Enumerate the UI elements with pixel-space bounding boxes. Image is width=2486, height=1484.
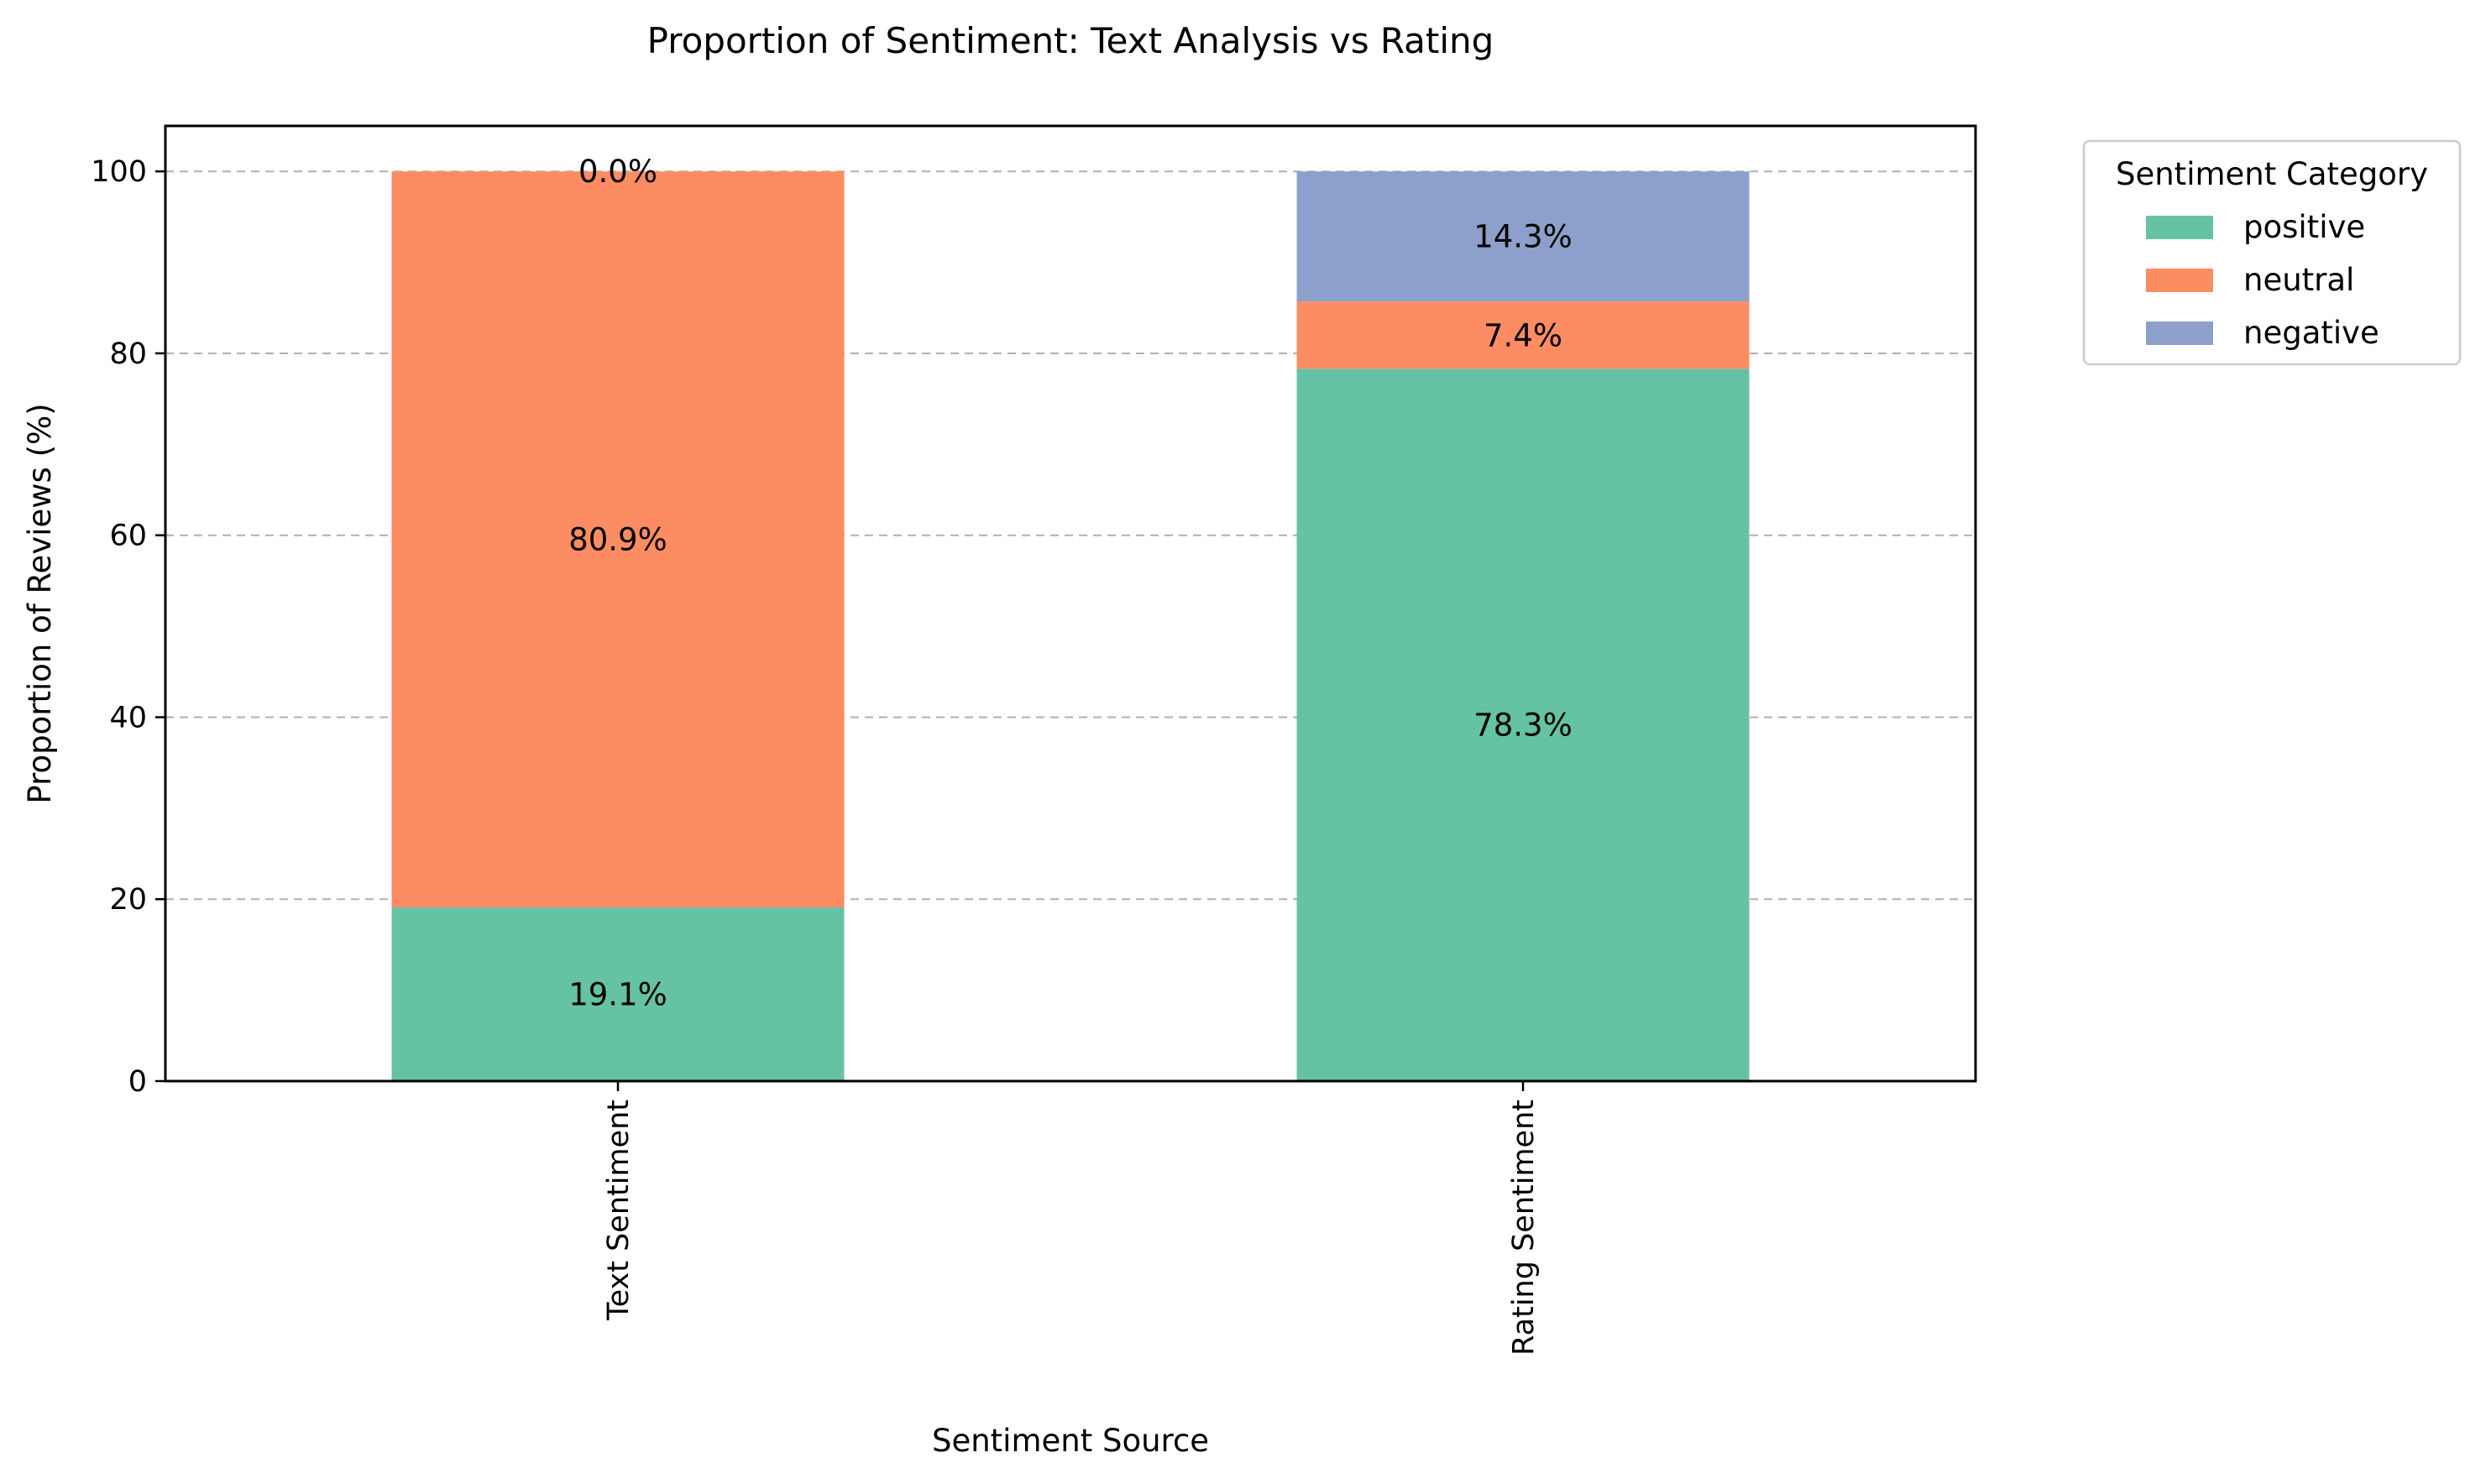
legend-swatch-neutral bbox=[2146, 269, 2213, 292]
legend-title: Sentiment Category bbox=[2116, 156, 2428, 192]
x-axis: Text Sentiment Rating Sentiment bbox=[602, 1081, 1541, 1356]
bar-segment-negative bbox=[1296, 171, 1750, 302]
y-tick-label: 80 bbox=[109, 337, 147, 371]
bar-segment-positive bbox=[1296, 368, 1750, 1081]
legend-label: negative bbox=[2243, 315, 2379, 351]
bar-value-label: 19.1% bbox=[568, 976, 667, 1012]
y-axis: 0 20 40 60 80 100 bbox=[91, 155, 165, 1099]
legend: Sentiment Category positive neutral negati… bbox=[2082, 139, 2462, 366]
y-axis-label: Proportion of Reviews (%) bbox=[22, 403, 58, 803]
legend-swatch-positive bbox=[2146, 216, 2213, 239]
legend-label: positive bbox=[2243, 209, 2365, 245]
bar-segment-positive bbox=[391, 907, 845, 1081]
legend-swatch-negative bbox=[2146, 321, 2213, 345]
bar-labels: 19.1% 80.9% 0.0% 78.3% 7.4% 14.3% bbox=[568, 154, 1573, 1012]
bar-value-label: 7.4% bbox=[1484, 317, 1562, 353]
y-tick-label: 40 bbox=[109, 701, 147, 734]
plot-area-frame bbox=[164, 124, 1977, 1083]
bar-value-label: 0.0% bbox=[578, 154, 657, 190]
x-tick-label: Text Sentiment bbox=[602, 1100, 636, 1321]
bar-segment-neutral bbox=[391, 171, 845, 907]
bars bbox=[391, 171, 1750, 1081]
bar-segment-neutral bbox=[1296, 301, 1750, 369]
legend-frame bbox=[2082, 139, 2462, 366]
x-axis-label: Sentiment Source bbox=[932, 1423, 1209, 1459]
y-tick-label: 20 bbox=[109, 883, 147, 917]
legend-label: neutral bbox=[2243, 262, 2354, 298]
y-tick-label: 60 bbox=[109, 520, 147, 553]
x-tick-label: Rating Sentiment bbox=[1507, 1100, 1541, 1356]
bar-value-label: 80.9% bbox=[568, 522, 667, 558]
bar-value-label: 14.3% bbox=[1473, 219, 1573, 255]
y-tick-label: 100 bbox=[91, 155, 147, 189]
bar-value-label: 78.3% bbox=[1473, 708, 1573, 744]
legend-entries: positive neutral negative bbox=[2146, 209, 2379, 351]
chart-title: Proportion of Sentiment: Text Analysis v… bbox=[647, 20, 1494, 61]
y-tick-label: 0 bbox=[128, 1065, 147, 1099]
